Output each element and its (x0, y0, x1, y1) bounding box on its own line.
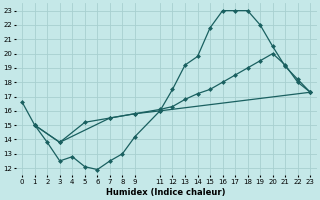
X-axis label: Humidex (Indice chaleur): Humidex (Indice chaleur) (107, 188, 226, 197)
